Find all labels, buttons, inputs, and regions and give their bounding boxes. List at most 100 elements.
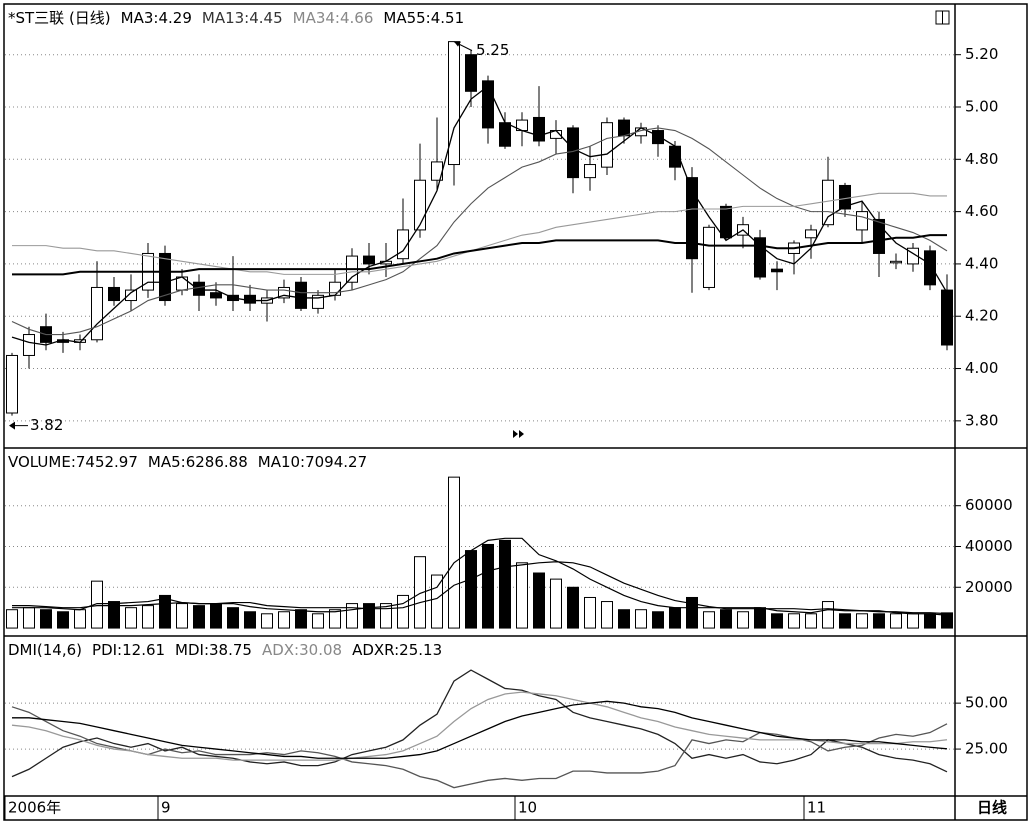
volume-bar: [465, 550, 477, 629]
volume-bar: [584, 596, 596, 629]
y-tick-label: 4.60: [965, 202, 998, 220]
candle-body: [567, 127, 579, 179]
volume-bar: [805, 613, 817, 629]
volume-bar: [278, 611, 290, 629]
scroll-marker[interactable]: [513, 430, 524, 438]
candle-body: [584, 164, 596, 179]
volume-bar: [227, 607, 239, 629]
line-series: [11, 85, 948, 346]
candle-body: [907, 247, 919, 265]
candle-body: [295, 281, 307, 309]
volume-bar: [703, 611, 715, 629]
volume-bar: [193, 605, 205, 629]
volume-bar: [57, 611, 69, 629]
legend-entry: MA34:4.66: [293, 9, 374, 27]
volume-bar: [890, 613, 902, 629]
volume-bar: [244, 611, 256, 629]
legend-entry: MDI:38.75: [175, 641, 252, 659]
candle-body: [618, 119, 630, 137]
volume-bar: [6, 609, 18, 629]
annotation: 5.25: [476, 41, 509, 59]
volume-bar: [414, 556, 426, 629]
volume-bar: [176, 603, 188, 629]
candle-body: [652, 130, 664, 145]
annotation: 3.82: [30, 416, 63, 434]
x-tick-label: 2006年: [8, 799, 61, 817]
volume-bar: [448, 476, 460, 629]
volume-bar: [312, 613, 324, 629]
line-series: [12, 700, 948, 759]
period-label: 日线: [977, 799, 1007, 817]
volume-bar: [822, 601, 834, 629]
volume-bar: [40, 609, 52, 629]
legend-title: *ST三联 (日线): [8, 9, 111, 27]
line-series: [11, 127, 948, 336]
volume-bar: [261, 613, 273, 629]
candle-body: [278, 286, 290, 299]
volume-bar: [74, 609, 86, 629]
legend-entry: ADX:30.08: [262, 641, 342, 659]
line-series: [12, 537, 948, 616]
volume-bar: [635, 609, 647, 629]
volume-bar: [295, 609, 307, 629]
line-series: [11, 691, 948, 761]
candle-body: [499, 122, 511, 147]
annotation-arrowhead: [9, 421, 15, 430]
volume-bar: [91, 580, 103, 629]
x-tick-label: 10: [518, 799, 537, 817]
candle-body: [941, 289, 953, 346]
legend-entry: MA13:4.45: [202, 9, 283, 27]
volume-bar: [482, 543, 494, 629]
legend: DMI(14,6) PDI:12.61 MDI:38.75 ADX:30.08 ADXR…: [8, 641, 442, 659]
volume-bar: [601, 601, 613, 629]
y-tick-label: 25.00: [965, 740, 1008, 758]
volume-bar: [567, 586, 579, 629]
candle-body: [329, 281, 341, 296]
legend-entry: MA10:7094.27: [258, 453, 367, 471]
volume-bar: [720, 609, 732, 629]
volume-bar: [550, 578, 562, 629]
volume-bar: [737, 611, 749, 629]
volume-bar: [669, 607, 681, 629]
candle-body: [805, 229, 817, 239]
candle-body: [159, 252, 171, 302]
x-tick-label: 9: [161, 799, 171, 817]
candle-body: [873, 218, 885, 254]
candle-body: [414, 179, 426, 231]
candle-body: [23, 334, 35, 356]
candle-body: [210, 292, 222, 299]
volume-bar: [856, 613, 868, 629]
candle-body: [193, 281, 205, 296]
volume-bar: [788, 613, 800, 629]
line-series: [12, 192, 947, 275]
annotation-arrowhead: [454, 41, 461, 47]
legend-entry: MA3:4.29: [121, 9, 192, 27]
volume-bar: [23, 607, 35, 629]
candle-body: [91, 286, 103, 341]
volume-bar: [142, 605, 154, 629]
volume-bar: [924, 613, 936, 629]
y-tick-label: 20000: [965, 578, 1013, 596]
candle-body: [771, 268, 783, 273]
candle-body: [703, 226, 715, 288]
candle-body: [312, 294, 324, 309]
volume-bar: [108, 601, 120, 629]
candle-body: [856, 211, 868, 231]
candle-body: [482, 80, 494, 129]
candle-body: [720, 205, 732, 239]
y-tick-label: 4.80: [965, 150, 998, 168]
candle-body: [448, 41, 460, 166]
legend-entry: ADXR:25.13: [352, 641, 442, 659]
y-tick-label: 4.20: [965, 307, 998, 325]
candle-body: [363, 255, 375, 265]
candle-body: [686, 177, 698, 260]
legend: *ST三联 (日线) MA3:4.29 MA13:4.45 MA34:4.66 MA55…: [8, 9, 464, 27]
volume-bar: [397, 594, 409, 629]
volume-bar: [754, 607, 766, 629]
volume-bar: [210, 603, 222, 629]
volume-bar: [618, 609, 630, 629]
volume-bar: [839, 613, 851, 629]
candle-body: [176, 276, 188, 291]
